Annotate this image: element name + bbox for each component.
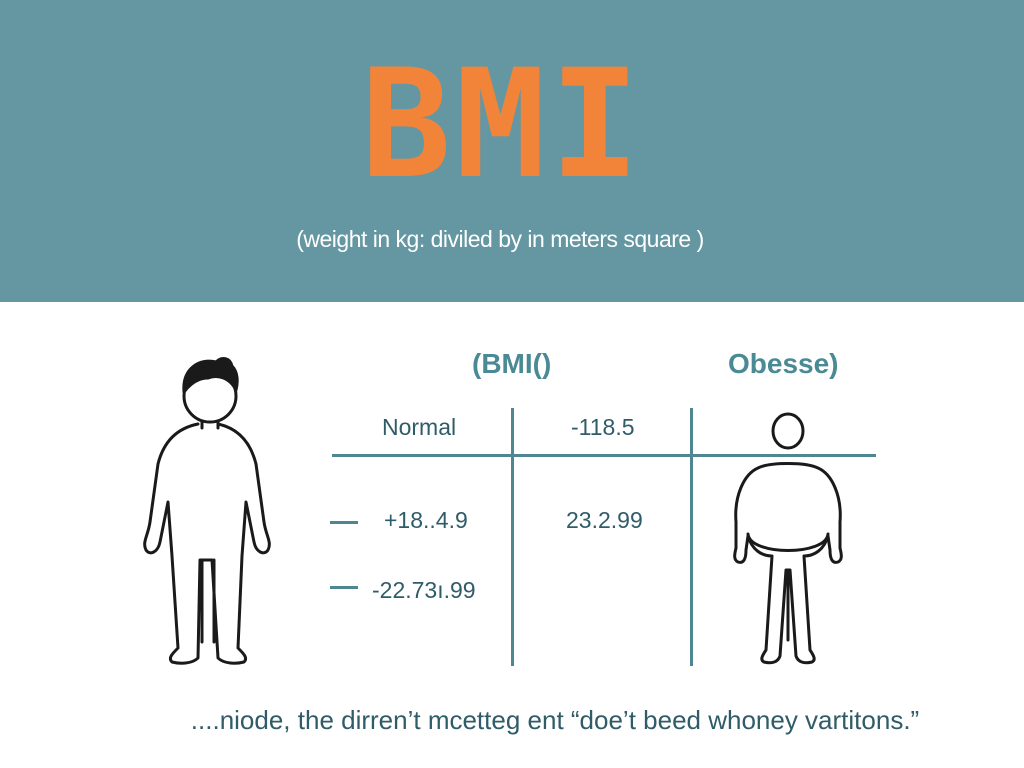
page-title: BMI: [361, 38, 644, 212]
table-header-divider: [332, 454, 876, 457]
row-dash: [330, 586, 358, 589]
header-banner: BMI (weight in kg: diviled by in meters …: [0, 0, 1024, 302]
table-column-divider: [690, 408, 693, 666]
table-cell-label: +18..4.9: [384, 507, 468, 533]
formula-subtitle: (weight in kg: diviled by in meters squa…: [296, 226, 704, 252]
table-cell-label: Normal: [382, 414, 457, 440]
row-dash: [330, 521, 358, 524]
obese-heading: Obesse): [728, 348, 839, 379]
table-cell-value: -118.5: [571, 414, 635, 440]
obese-person-icon: [728, 410, 848, 672]
table-column-divider: [511, 408, 514, 666]
slim-person-icon: [138, 352, 278, 674]
bmi-heading: (BMI(): [472, 348, 552, 379]
table-cell-value: 23.2.99: [566, 507, 643, 533]
table-cell-label: -22.73ı.99: [372, 577, 476, 603]
footer-caption: ....niode, the dirren’t mcetteg ent “doe…: [190, 705, 920, 735]
